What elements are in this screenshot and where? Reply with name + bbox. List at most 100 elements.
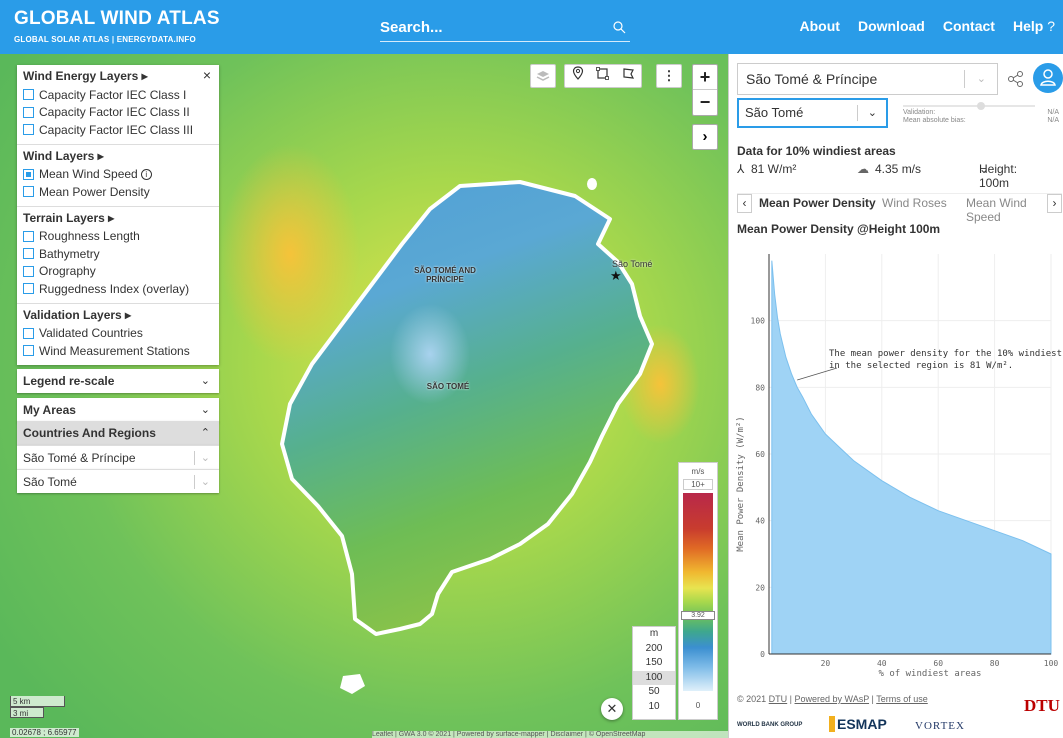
info-icon[interactable]: i: [140, 168, 152, 180]
panel-footer: © 2021 DTU | Powered by WAsP | Terms of …: [737, 694, 928, 704]
nav-about[interactable]: About: [799, 18, 840, 34]
wind-speed-legend: m/s 10+ 3.92 0: [678, 462, 718, 720]
dtu-link[interactable]: DTU: [768, 694, 788, 704]
nav-download[interactable]: Download: [857, 18, 925, 34]
close-legend-button[interactable]: ✕: [601, 698, 623, 720]
tab-next-button[interactable]: ›: [1047, 194, 1062, 213]
more-options-button[interactable]: ⋮: [656, 64, 682, 88]
world-bank-logo[interactable]: WORLD BANK GROUP: [737, 722, 803, 728]
dtu-logo[interactable]: DTU: [1024, 696, 1060, 715]
checkbox[interactable]: [23, 265, 34, 277]
tab-mean-wind-speed[interactable]: Mean Wind Speed: [966, 196, 1027, 224]
chevron-down-icon: ⌄: [200, 375, 210, 387]
layer-mean-wind-speed[interactable]: Mean Wind Speed i: [23, 166, 213, 184]
checkbox[interactable]: [23, 230, 34, 242]
search-icon[interactable]: [612, 20, 626, 34]
validation-layers: Validation Layers ▸ Validated Countries …: [17, 304, 219, 365]
layer-bathymetry[interactable]: Bathymetry: [23, 245, 213, 263]
checkbox-checked[interactable]: [23, 168, 34, 180]
user-icon[interactable]: [1033, 63, 1063, 93]
height-value: Height: 100m: [979, 162, 1018, 190]
close-panel-icon[interactable]: ×: [202, 67, 211, 83]
my-areas-accordion[interactable]: My Areas ⌄: [17, 398, 219, 422]
accordion-label: Legend re-scale: [23, 374, 115, 388]
map-attribution[interactable]: Leaflet | GWA 3.0 © 2021 | Powered by su…: [372, 731, 728, 738]
copyright: © 2021: [737, 694, 767, 704]
tab-prev-button[interactable]: ‹: [737, 194, 752, 213]
annotation-text-line2: in the selected region is 81 W/m².: [829, 361, 1013, 371]
wasp-link[interactable]: Powered by WAsP: [794, 694, 870, 704]
layer-capacity-factor-2[interactable]: Capacity Factor IEC Class II: [23, 104, 213, 122]
layer-measurement-stations[interactable]: Wind Measurement Stations: [23, 342, 213, 360]
account-icon: [1040, 69, 1056, 86]
marker-tool-button[interactable]: [565, 65, 590, 87]
layer-capacity-factor-1[interactable]: Capacity Factor IEC Class I: [23, 86, 213, 104]
legend-rescale-accordion[interactable]: Legend re-scale ⌄: [17, 369, 219, 393]
x-tick-label: 80: [990, 659, 1000, 668]
validation-slider[interactable]: [903, 102, 1035, 112]
checkbox[interactable]: [23, 327, 34, 339]
region-dropdown[interactable]: São Tomé ⌄: [17, 469, 219, 493]
zoom-out-button[interactable]: −: [699, 92, 711, 112]
layer-validated-countries[interactable]: Validated Countries: [23, 325, 213, 343]
tab-wind-roses[interactable]: Wind Roses: [882, 196, 947, 210]
nav-help-label: Help: [1012, 18, 1044, 34]
wind-layers: Wind Layers ▸ Mean Wind Speed i Mean Powe…: [17, 145, 219, 207]
layer-roughness[interactable]: Roughness Length: [23, 228, 213, 246]
top-nav: About Download Contact Help ?: [800, 18, 1055, 34]
wind-energy-layers-title[interactable]: Wind Energy Layers ▸: [23, 69, 148, 83]
expand-panel-button[interactable]: ›: [692, 124, 718, 150]
height-200[interactable]: 200: [645, 642, 663, 654]
y-axis-label: Mean Power Density (W/m²): [736, 416, 746, 551]
app-logo-subtitle[interactable]: GLOBAL SOLAR ATLAS | ENERGYDATA.INFO: [14, 35, 196, 44]
bias-label: Mean absolute bias:: [903, 117, 966, 124]
tab-mean-power-density[interactable]: Mean Power Density: [759, 196, 876, 210]
separator: [194, 451, 195, 465]
validation-layers-title[interactable]: Validation Layers ▸: [23, 307, 132, 322]
layer-orography[interactable]: Orography: [23, 263, 213, 281]
height-50[interactable]: 50: [648, 686, 660, 697]
map-view[interactable]: ★ SÃO TOMÉ AND PRÍNCIPE SÃO TOMÉ São Tom…: [0, 54, 728, 738]
vortex-logo[interactable]: VORTEX: [915, 720, 965, 732]
validation-value: N/A: [1047, 109, 1059, 116]
checkbox[interactable]: [23, 345, 34, 357]
coordinates-readout: 0.02678 ; 6.65977: [10, 728, 79, 737]
layers-icon: [536, 71, 550, 81]
esmap-logo[interactable]: ESMAP: [829, 716, 887, 732]
terrain-layers-title[interactable]: Terrain Layers ▸: [23, 210, 115, 225]
share-icon[interactable]: [1005, 68, 1027, 90]
chart-tabs: ‹ Mean Power Density Wind Roses Mean Win…: [737, 193, 1062, 224]
polygon-tool-button[interactable]: [616, 65, 641, 87]
nav-contact[interactable]: Contact: [942, 18, 995, 34]
search-input[interactable]: [380, 14, 600, 40]
checkbox[interactable]: [23, 89, 34, 101]
app-logo-title[interactable]: GLOBAL WIND ATLAS: [14, 8, 220, 29]
windiest-title: Data for 10% windiest areas: [737, 144, 896, 158]
checkbox[interactable]: [23, 186, 34, 198]
annotation-line: [797, 367, 838, 381]
checkbox[interactable]: [23, 106, 34, 118]
layer-capacity-factor-3[interactable]: Capacity Factor IEC Class III: [23, 121, 213, 139]
rectangle-tool-button[interactable]: [590, 65, 615, 87]
country-select[interactable]: São Tomé & Príncipe ⌄: [737, 63, 998, 95]
zoom-in-button[interactable]: +: [693, 65, 717, 90]
checkbox[interactable]: [23, 124, 34, 136]
layer-ruggedness[interactable]: Ruggedness Index (overlay): [23, 280, 213, 298]
checkbox[interactable]: [23, 283, 34, 295]
height-150[interactable]: 150: [645, 657, 663, 668]
height-10[interactable]: 10: [648, 700, 660, 712]
countries-regions-accordion[interactable]: Countries And Regions ⌃: [17, 421, 219, 445]
height-selector[interactable]: Height: 100m ⌄: [979, 162, 1018, 190]
nav-help[interactable]: Help ?: [1013, 18, 1055, 34]
layers-button[interactable]: [530, 64, 556, 88]
layer-label: Orography: [39, 264, 96, 279]
layer-mean-power-density[interactable]: Mean Power Density: [23, 183, 213, 201]
terms-link[interactable]: Terms of use: [876, 694, 928, 704]
chevron-down-icon: ⌄: [867, 107, 877, 119]
region-select[interactable]: São Tomé ⌄: [737, 98, 888, 128]
country-dropdown[interactable]: São Tomé & Príncipe ⌄: [17, 445, 219, 469]
wind-layers-title[interactable]: Wind Layers ▸: [23, 148, 104, 163]
separator: [964, 70, 965, 88]
height-100[interactable]: 100: [633, 670, 675, 685]
checkbox[interactable]: [23, 248, 34, 260]
